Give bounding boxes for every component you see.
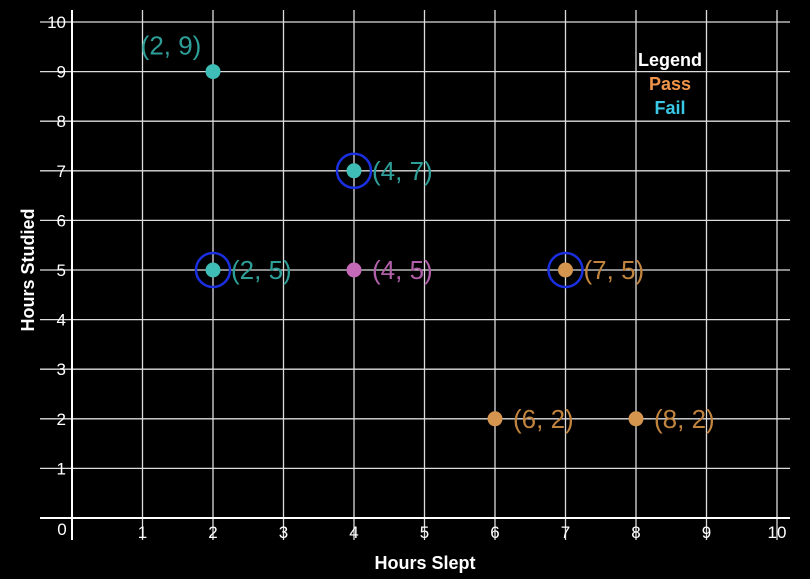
scatter-point (205, 262, 221, 278)
highlight-ring (547, 251, 584, 289)
legend-entry-pass: Pass (649, 74, 691, 94)
point-label: (7, 5) (584, 255, 645, 285)
scatter-point (346, 262, 362, 278)
point-label: (6, 2) (513, 404, 574, 434)
x-tick-label: 1 (138, 523, 147, 542)
point-label: (2, 5) (231, 255, 292, 285)
y-tick-label: 4 (57, 311, 66, 330)
scatter-point (205, 64, 221, 80)
x-tick-label: 0 (57, 520, 66, 539)
point-label: (4, 7) (372, 156, 433, 186)
legend-entry-fail: Fail (654, 98, 685, 118)
y-tick-label: 3 (57, 360, 66, 379)
y-tick-label: 2 (57, 410, 66, 429)
scatter-point (487, 411, 503, 427)
point-label: (4, 5) (372, 255, 433, 285)
scatter-point (628, 411, 644, 427)
point-label: (2, 9) (141, 31, 202, 61)
legend: Legend Pass Fail (638, 50, 702, 118)
tick-labels: 0 1 2 3 4 5 6 7 8 9 10 1 2 3 4 5 6 7 8 9 10 (47, 13, 786, 542)
y-tick-label: 5 (57, 261, 66, 280)
y-axis-title: Hours Studied (18, 208, 38, 331)
x-tick-label: 6 (490, 523, 499, 542)
point-label: (8, 2) (654, 404, 715, 434)
grid (40, 10, 790, 540)
x-tick-label: 7 (561, 523, 570, 542)
y-tick-label: 6 (57, 211, 66, 230)
y-tick-label: 8 (57, 112, 66, 131)
axes (40, 10, 790, 540)
x-axis-title: Hours Slept (374, 553, 475, 573)
legend-title: Legend (638, 50, 702, 70)
scatter-point (346, 163, 362, 179)
data-points: (2, 9) (4, 7) (2, 5) (4, 5) (7, 5) (6, 2) (8, … (141, 31, 715, 434)
highlight-ring (335, 152, 373, 190)
x-tick-label: 10 (768, 523, 787, 542)
y-tick-label: 10 (47, 13, 66, 32)
x-tick-label: 5 (420, 523, 429, 542)
scatter-point (558, 262, 573, 278)
y-tick-label: 9 (57, 63, 66, 82)
highlight-ring (194, 251, 232, 289)
y-tick-label: 1 (57, 459, 66, 478)
x-tick-label: 3 (279, 523, 288, 542)
x-tick-label: 2 (208, 523, 217, 542)
x-tick-label: 9 (702, 523, 711, 542)
x-tick-label: 8 (631, 523, 640, 542)
y-tick-label: 7 (57, 162, 66, 181)
x-tick-label: 4 (349, 523, 358, 542)
